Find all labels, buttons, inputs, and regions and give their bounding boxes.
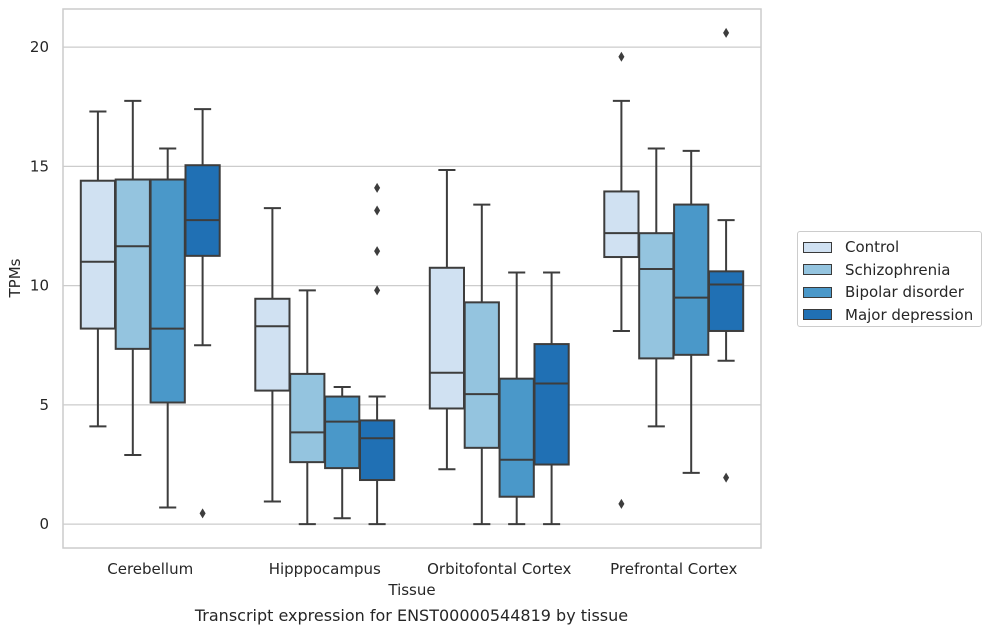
- outlier-point: [374, 285, 381, 296]
- outlier-point: [723, 27, 730, 38]
- outlier-point: [199, 508, 206, 519]
- y-axis-label: TPMs: [6, 258, 24, 298]
- legend-label: Control: [845, 238, 900, 257]
- x-tick-label: Prefrontal Cortex: [610, 560, 737, 578]
- iqr-box: [603, 190, 640, 259]
- plot-area-frame: [62, 8, 762, 549]
- x-axis-tick-labels: Cerebellum Hipppocampus Orbitofontal Corte…: [107, 560, 737, 578]
- iqr-box: [254, 297, 291, 392]
- legend-item: Bipolar disorder: [798, 281, 981, 304]
- box-plot-item: [638, 147, 675, 428]
- legend-label: Bipolar disorder: [845, 283, 964, 302]
- iqr-box: [324, 395, 361, 470]
- legend-label: Major depression: [845, 305, 974, 324]
- legend: Control Schizophrenia Bipolar disorder Majo…: [797, 231, 982, 327]
- iqr-box: [673, 203, 710, 356]
- series-bipolar-disorder: [149, 147, 710, 526]
- iqr-box: [149, 178, 186, 404]
- y-tick-label: 5: [39, 396, 49, 414]
- x-tick-label: Orbitofontal Cortex: [427, 560, 571, 578]
- y-tick-label: 20: [30, 38, 49, 56]
- x-axis-label: Tissue: [387, 581, 435, 599]
- box-plot-item: [673, 149, 710, 474]
- outlier-point: [374, 182, 381, 193]
- legend-swatch: [803, 309, 832, 321]
- iqr-box: [638, 232, 675, 360]
- outlier-point: [618, 498, 625, 509]
- box-plot-item: [498, 271, 535, 526]
- box-plot-series: [79, 27, 745, 526]
- box-plot-item: [254, 207, 291, 503]
- iqr-box: [428, 266, 466, 410]
- box-plot-item: [289, 289, 326, 526]
- y-axis-tick-labels: 0 5 10 15 20: [30, 38, 49, 533]
- figure-caption: Transcript expression for ENST0000054481…: [194, 606, 629, 625]
- box-plot-item: [428, 168, 466, 471]
- x-tick-label: Cerebellum: [107, 560, 193, 578]
- y-tick-label: 10: [30, 277, 49, 295]
- iqr-box: [533, 343, 570, 466]
- box-plot-item: [79, 110, 117, 428]
- box-plot-item: [533, 271, 570, 526]
- iqr-box: [114, 178, 151, 350]
- iqr-box: [463, 301, 500, 449]
- iqr-box: [498, 377, 535, 498]
- iqr-box: [358, 419, 396, 482]
- y-tick-label: 15: [30, 157, 49, 175]
- legend-label: Schizophrenia: [845, 260, 951, 279]
- box-plot-item: [114, 99, 151, 456]
- box-plot-item: [463, 203, 500, 526]
- legend-item: Major depression: [798, 304, 981, 327]
- legend-item: Schizophrenia: [798, 259, 981, 282]
- outlier-point: [374, 205, 381, 216]
- iqr-box: [184, 164, 221, 257]
- outlier-point: [723, 472, 730, 483]
- outlier-point: [374, 246, 381, 257]
- box-plot-item: [184, 108, 221, 519]
- box-plot-item: [603, 51, 640, 509]
- legend-swatch: [803, 264, 832, 276]
- series-major-depression: [184, 27, 745, 526]
- iqr-box: [707, 270, 745, 332]
- legend-swatch: [803, 241, 832, 253]
- box-plot-item: [324, 386, 361, 520]
- iqr-box: [289, 372, 326, 464]
- y-tick-label: 0: [39, 515, 49, 533]
- box-plot-item: [707, 27, 745, 483]
- iqr-box: [79, 179, 117, 330]
- legend-swatch: [803, 286, 832, 298]
- box-plot-item: [149, 147, 186, 509]
- x-tick-label: Hipppocampus: [269, 560, 381, 578]
- legend-item: Control: [798, 236, 981, 259]
- box-plot-item: [358, 182, 396, 526]
- series-schizophrenia: [114, 99, 675, 526]
- outlier-point: [618, 51, 625, 62]
